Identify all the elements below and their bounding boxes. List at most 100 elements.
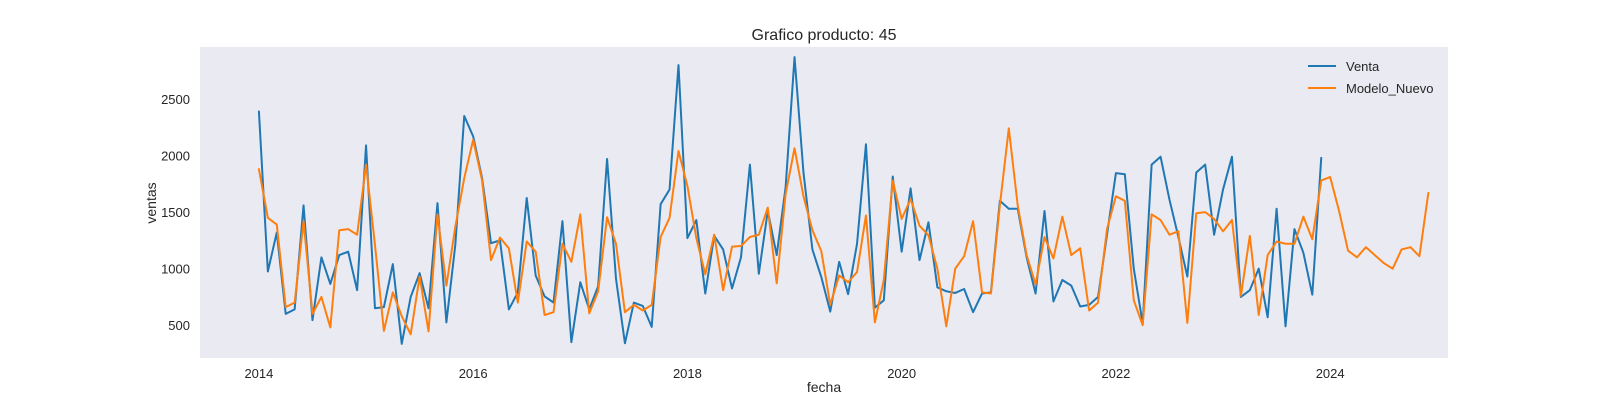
data-point-venta bbox=[1169, 199, 1171, 201]
data-point-modelo-nuevo bbox=[285, 306, 287, 308]
data-point-modelo-nuevo bbox=[562, 243, 564, 245]
data-point-venta bbox=[356, 289, 358, 291]
data-point-modelo-nuevo bbox=[1017, 205, 1019, 207]
data-point-modelo-nuevo bbox=[1410, 246, 1412, 248]
data-point-modelo-nuevo bbox=[1392, 268, 1394, 270]
data-point-modelo-nuevo bbox=[1338, 210, 1340, 212]
data-point-modelo-nuevo bbox=[1187, 322, 1189, 324]
data-point-venta bbox=[633, 302, 635, 304]
data-point-modelo-nuevo bbox=[892, 180, 894, 182]
data-point-modelo-nuevo bbox=[847, 281, 849, 283]
data-point-modelo-nuevo bbox=[1401, 249, 1403, 251]
data-point-venta bbox=[472, 136, 474, 138]
data-point-modelo-nuevo bbox=[1169, 234, 1171, 236]
data-point-venta bbox=[1070, 285, 1072, 287]
data-point-modelo-nuevo bbox=[606, 216, 608, 218]
data-point-venta bbox=[758, 273, 760, 275]
data-point-modelo-nuevo bbox=[374, 244, 376, 246]
data-point-modelo-nuevo bbox=[1222, 231, 1224, 233]
data-point-venta bbox=[428, 307, 430, 309]
data-point-modelo-nuevo bbox=[767, 207, 769, 209]
data-point-modelo-nuevo bbox=[1419, 255, 1421, 257]
data-point-modelo-nuevo bbox=[258, 168, 260, 170]
data-point-venta bbox=[1276, 208, 1278, 210]
data-point-modelo-nuevo bbox=[678, 150, 680, 152]
data-point-modelo-nuevo bbox=[651, 304, 653, 306]
data-point-modelo-nuevo bbox=[910, 198, 912, 200]
data-point-venta bbox=[606, 158, 608, 160]
data-point-venta bbox=[1079, 306, 1081, 308]
data-point-modelo-nuevo bbox=[1008, 128, 1010, 130]
data-point-venta bbox=[1115, 172, 1117, 174]
data-point-modelo-nuevo bbox=[901, 218, 903, 220]
data-point-venta bbox=[392, 263, 394, 265]
data-point-venta bbox=[1213, 234, 1215, 236]
data-point-venta bbox=[1249, 289, 1251, 291]
data-point-modelo-nuevo bbox=[401, 315, 403, 317]
data-point-modelo-nuevo bbox=[1276, 241, 1278, 243]
data-point-modelo-nuevo bbox=[544, 314, 546, 316]
data-point-venta bbox=[749, 164, 751, 166]
data-point-modelo-nuevo bbox=[829, 304, 831, 306]
data-point-venta bbox=[1285, 326, 1287, 328]
legend-label: Modelo_Nuevo bbox=[1346, 81, 1433, 96]
data-point-modelo-nuevo bbox=[919, 225, 921, 227]
y-tick-label: 500 bbox=[168, 318, 190, 333]
data-point-venta bbox=[954, 292, 956, 294]
data-point-modelo-nuevo bbox=[990, 293, 992, 295]
legend-label: Venta bbox=[1346, 59, 1380, 74]
data-point-modelo-nuevo bbox=[472, 139, 474, 141]
data-point-venta bbox=[330, 283, 332, 285]
data-point-venta bbox=[1303, 252, 1305, 254]
data-point-modelo-nuevo bbox=[267, 217, 269, 219]
data-point-venta bbox=[562, 220, 564, 222]
data-point-modelo-nuevo bbox=[972, 220, 974, 222]
data-point-modelo-nuevo bbox=[1070, 254, 1072, 256]
series-line-modelo-nuevo bbox=[257, 127, 1430, 336]
data-point-modelo-nuevo bbox=[535, 251, 537, 253]
data-point-venta bbox=[731, 288, 733, 290]
y-tick-label: 1000 bbox=[161, 262, 190, 277]
data-point-modelo-nuevo bbox=[803, 195, 805, 197]
data-point-modelo-nuevo bbox=[785, 193, 787, 195]
data-point-venta bbox=[294, 309, 296, 311]
data-point-venta bbox=[1053, 301, 1055, 303]
data-point-venta bbox=[669, 189, 671, 191]
data-point-venta bbox=[312, 319, 314, 321]
data-point-modelo-nuevo bbox=[687, 185, 689, 187]
data-point-venta bbox=[963, 288, 965, 290]
data-point-modelo-nuevo bbox=[437, 214, 439, 216]
data-point-modelo-nuevo bbox=[1312, 238, 1314, 240]
data-point-modelo-nuevo bbox=[1133, 300, 1135, 302]
data-point-venta bbox=[1320, 157, 1322, 159]
data-point-modelo-nuevo bbox=[1044, 236, 1046, 238]
data-point-venta bbox=[803, 172, 805, 174]
data-point-modelo-nuevo bbox=[838, 275, 840, 277]
data-point-modelo-nuevo bbox=[615, 243, 617, 245]
data-point-modelo-nuevo bbox=[356, 234, 358, 236]
data-point-venta bbox=[660, 203, 662, 205]
data-point-modelo-nuevo bbox=[660, 236, 662, 238]
data-point-venta bbox=[901, 251, 903, 253]
data-point-venta bbox=[642, 305, 644, 307]
data-point-venta bbox=[722, 249, 724, 251]
y-tick-label: 2000 bbox=[161, 149, 190, 164]
data-point-venta bbox=[794, 56, 796, 58]
data-point-modelo-nuevo bbox=[321, 296, 323, 298]
data-point-modelo-nuevo bbox=[1258, 314, 1260, 316]
data-point-modelo-nuevo bbox=[579, 214, 581, 216]
data-point-modelo-nuevo bbox=[294, 302, 296, 304]
data-point-modelo-nuevo bbox=[553, 311, 555, 313]
data-point-venta bbox=[365, 145, 367, 147]
data-point-venta bbox=[303, 205, 305, 207]
data-point-venta bbox=[526, 197, 528, 199]
data-point-venta bbox=[678, 64, 680, 66]
data-point-venta bbox=[1151, 164, 1153, 166]
data-point-venta bbox=[401, 343, 403, 345]
data-point-venta bbox=[829, 311, 831, 313]
data-point-modelo-nuevo bbox=[597, 290, 599, 292]
data-point-modelo-nuevo bbox=[303, 220, 305, 222]
data-point-venta bbox=[615, 278, 617, 280]
data-point-venta bbox=[544, 296, 546, 298]
data-point-modelo-nuevo bbox=[794, 147, 796, 149]
